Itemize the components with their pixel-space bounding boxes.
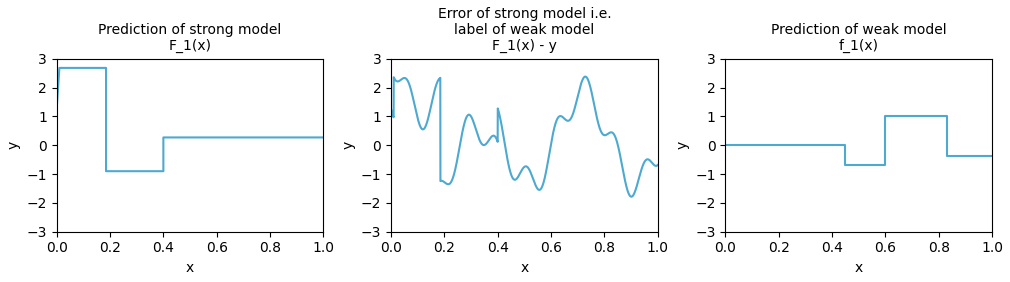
Title: Error of strong model i.e.
label of weak model
F_1(x) - y: Error of strong model i.e. label of weak… [437, 7, 611, 54]
Y-axis label: y: y [341, 141, 356, 149]
X-axis label: x: x [186, 261, 194, 275]
Title: Prediction of strong model
F_1(x): Prediction of strong model F_1(x) [98, 23, 282, 54]
Y-axis label: y: y [7, 141, 21, 149]
Y-axis label: y: y [676, 141, 690, 149]
Title: Prediction of weak model
f_1(x): Prediction of weak model f_1(x) [771, 23, 946, 54]
X-axis label: x: x [520, 261, 528, 275]
X-axis label: x: x [854, 261, 863, 275]
